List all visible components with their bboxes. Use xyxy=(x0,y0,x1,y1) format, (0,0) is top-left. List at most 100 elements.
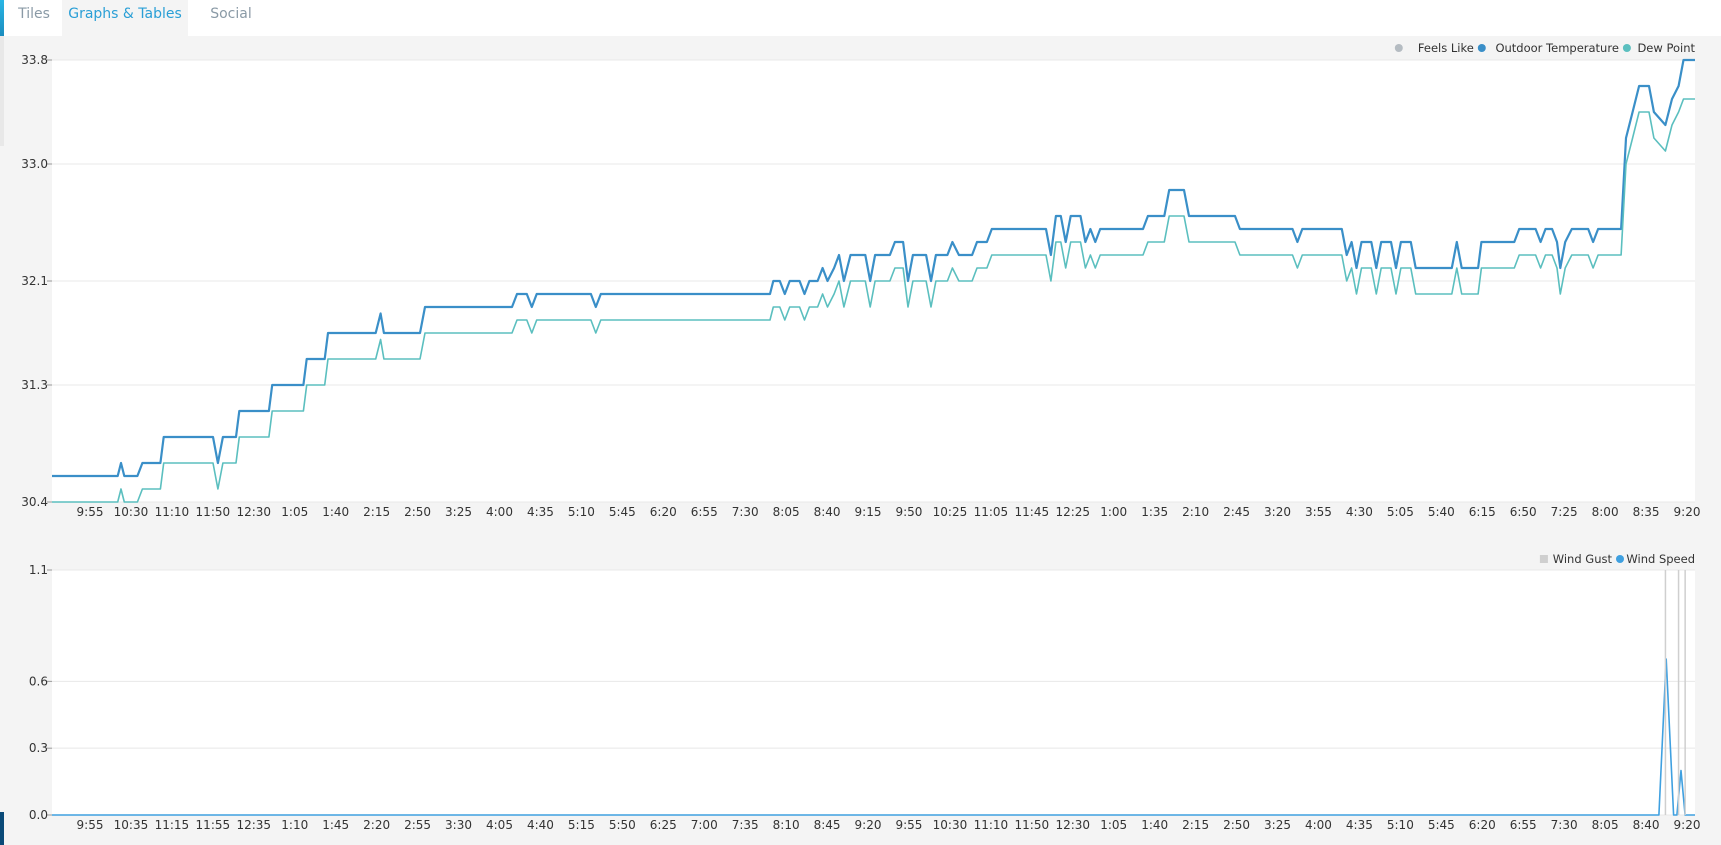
x-tick-label: 1:45 xyxy=(322,818,349,832)
x-tick-label: 3:55 xyxy=(1305,505,1332,519)
x-tick-label: 1:40 xyxy=(322,505,349,519)
tab-graphs-tables[interactable]: Graphs & Tables xyxy=(62,0,188,36)
x-tick-label: 1:00 xyxy=(1100,505,1127,519)
y-tick-label: 30.4 xyxy=(21,495,48,509)
series-line-dew-point xyxy=(52,98,1695,503)
sidebar-edge xyxy=(0,36,4,146)
x-tick-label: 8:45 xyxy=(814,818,841,832)
x-tick-label: 10:35 xyxy=(114,818,149,832)
x-tick-label: 1:10 xyxy=(281,818,308,832)
x-tick-label: 2:50 xyxy=(404,505,431,519)
x-tick-label: 3:30 xyxy=(445,818,472,832)
series-line-outdoor-temperature xyxy=(52,58,1695,478)
x-tick-label: 2:50 xyxy=(1223,818,1250,832)
legend-swatch xyxy=(1394,44,1403,52)
x-tick-label: 5:40 xyxy=(1428,505,1455,519)
x-tick-label: 1:05 xyxy=(1100,818,1127,832)
legend-label: Wind Speed xyxy=(1626,552,1695,566)
x-tick-label: 2:15 xyxy=(1182,818,1209,832)
x-tick-label: 1:05 xyxy=(281,505,308,519)
x-tick-label: 5:05 xyxy=(1387,505,1414,519)
x-tick-label: 4:05 xyxy=(486,818,513,832)
x-tick-label: 11:45 xyxy=(1015,505,1050,519)
x-tick-label: 11:55 xyxy=(196,818,231,832)
x-tick-label: 9:55 xyxy=(77,505,104,519)
x-tick-label: 6:15 xyxy=(1469,505,1496,519)
legend-swatch xyxy=(1477,44,1486,52)
tab-social[interactable]: Social xyxy=(210,6,252,22)
x-tick-label: 2:45 xyxy=(1223,505,1250,519)
x-tick-label: 12:30 xyxy=(236,505,271,519)
x-tick-label: 2:15 xyxy=(363,505,390,519)
x-tick-label: 4:30 xyxy=(1346,505,1373,519)
x-tick-label: 8:05 xyxy=(1592,818,1619,832)
x-tick-label: 4:00 xyxy=(1305,818,1332,832)
x-tick-label: 5:10 xyxy=(568,505,595,519)
y-tick-label: 32.1 xyxy=(21,274,48,288)
x-tick-label: 9:55 xyxy=(895,818,922,832)
x-tick-label: 8:10 xyxy=(773,818,800,832)
x-tick-label: 11:10 xyxy=(974,818,1009,832)
x-tick-label: 9:20 xyxy=(855,818,882,832)
x-tick-label: 3:25 xyxy=(445,505,472,519)
x-tick-label: 3:20 xyxy=(1264,505,1291,519)
x-tick-label: 10:30 xyxy=(933,818,968,832)
x-tick-label: 9:55 xyxy=(77,818,104,832)
x-tick-label: 6:25 xyxy=(650,818,677,832)
y-tick-label: 0.6 xyxy=(29,674,48,688)
x-tick-label: 5:45 xyxy=(1428,818,1455,832)
tab-bar: Tiles Graphs & Tables Social xyxy=(0,0,1721,36)
x-tick-label: 6:20 xyxy=(650,505,677,519)
x-tick-label: 5:10 xyxy=(1387,818,1414,832)
legend-swatch xyxy=(1616,555,1624,563)
x-tick-label: 6:50 xyxy=(1510,505,1537,519)
y-tick-label: 0.3 xyxy=(29,741,48,755)
y-tick-label: 33.8 xyxy=(21,53,48,67)
x-tick-label: 12:25 xyxy=(1055,505,1090,519)
x-tick-label: 7:35 xyxy=(732,818,759,832)
x-tick-label: 7:25 xyxy=(1551,505,1578,519)
x-tick-label: 8:35 xyxy=(1633,505,1660,519)
x-tick-label: 6:20 xyxy=(1469,818,1496,832)
y-tick-label: 0.0 xyxy=(29,808,48,822)
x-tick-label: 10:30 xyxy=(114,505,149,519)
x-tick-label: 11:10 xyxy=(155,505,190,519)
x-tick-label: 2:10 xyxy=(1182,505,1209,519)
x-tick-label: 8:00 xyxy=(1592,505,1619,519)
x-tick-label: 6:55 xyxy=(1510,818,1537,832)
x-tick-label: 5:15 xyxy=(568,818,595,832)
x-tick-label: 4:35 xyxy=(1346,818,1373,832)
legend-label: Feels Like xyxy=(1418,41,1474,55)
y-tick-label: 31.3 xyxy=(21,378,48,392)
y-tick-label: 33.0 xyxy=(21,157,48,171)
x-tick-label: 1:40 xyxy=(1141,818,1168,832)
x-tick-label: 4:35 xyxy=(527,505,554,519)
x-tick-label: 7:00 xyxy=(691,818,718,832)
sidebar-accent-bottom xyxy=(0,812,4,845)
x-tick-label: 4:00 xyxy=(486,505,513,519)
x-tick-label: 6:55 xyxy=(691,505,718,519)
x-tick-label: 8:40 xyxy=(1633,818,1660,832)
x-tick-label: 2:55 xyxy=(404,818,431,832)
x-tick-label: 1:35 xyxy=(1141,505,1168,519)
x-tick-label: 8:40 xyxy=(814,505,841,519)
x-tick-label: 9:50 xyxy=(895,505,922,519)
legend-swatch xyxy=(1539,555,1548,563)
x-tick-label: 9:20 xyxy=(1674,505,1701,519)
plot-area xyxy=(52,570,1695,815)
legend-label: Outdoor Temperature xyxy=(1495,41,1618,55)
x-tick-label: 11:15 xyxy=(155,818,190,832)
x-tick-label: 5:45 xyxy=(609,505,636,519)
legend-label: Wind Gust xyxy=(1553,552,1613,566)
x-tick-label: 9:20 xyxy=(1674,818,1701,832)
x-tick-label: 4:40 xyxy=(527,818,554,832)
x-tick-label: 7:30 xyxy=(732,505,759,519)
x-tick-label: 11:05 xyxy=(974,505,1009,519)
y-tick-label: 1.1 xyxy=(29,563,48,577)
legend-label: Dew Point xyxy=(1637,41,1695,55)
x-tick-label: 2:20 xyxy=(363,818,390,832)
tab-tiles[interactable]: Tiles xyxy=(18,6,50,22)
x-tick-label: 8:05 xyxy=(773,505,800,519)
x-tick-label: 10:25 xyxy=(933,505,968,519)
x-tick-label: 12:30 xyxy=(1055,818,1090,832)
